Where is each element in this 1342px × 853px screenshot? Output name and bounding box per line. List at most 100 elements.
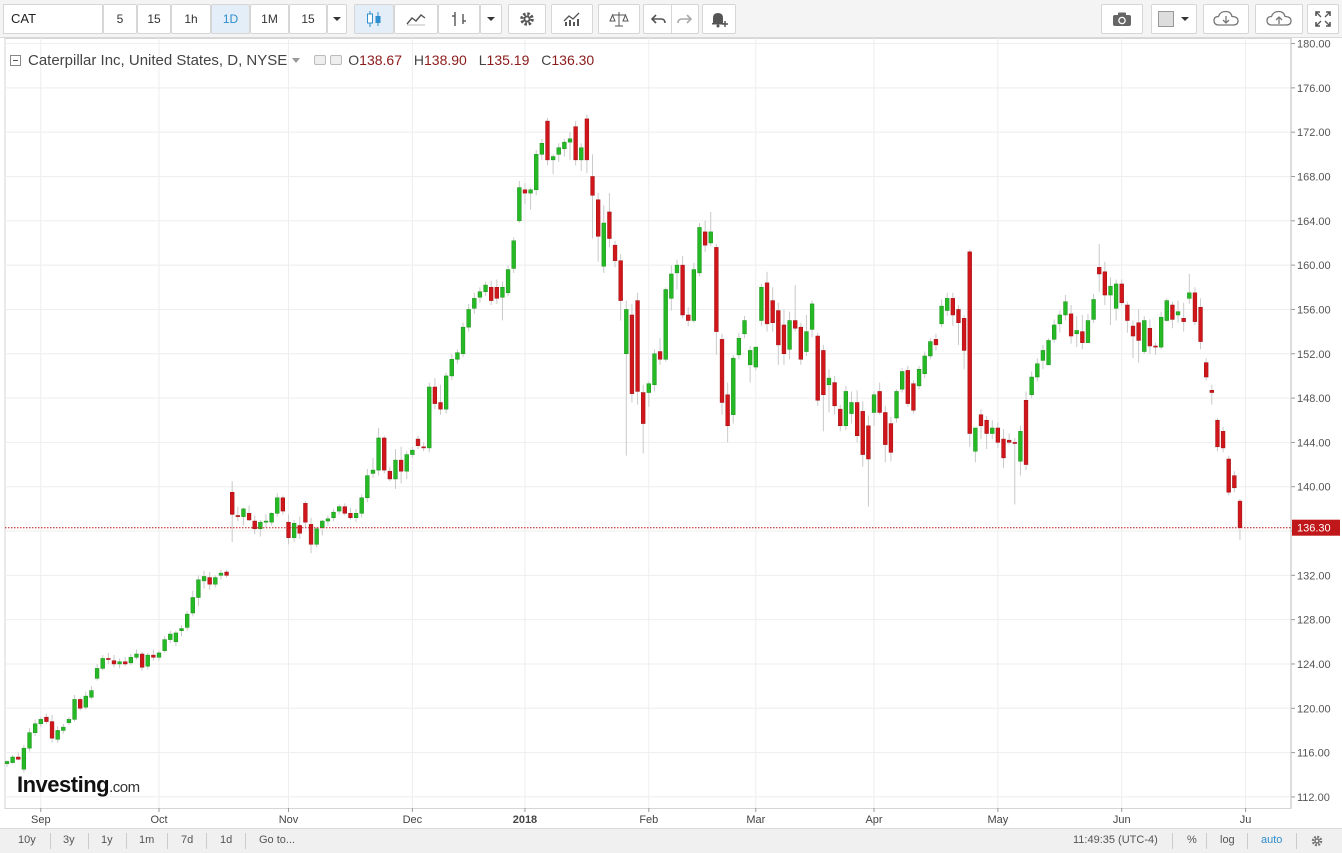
line-chart-button[interactable]	[394, 4, 438, 34]
screenshot-button[interactable]	[1101, 4, 1143, 34]
undo-button[interactable]	[643, 4, 671, 34]
gear-icon[interactable]	[1310, 834, 1324, 848]
candle-body	[72, 699, 77, 720]
log-scale-button[interactable]: log	[1220, 834, 1235, 846]
interval-1h-button[interactable]: 1h	[171, 4, 211, 34]
candle	[854, 390, 860, 443]
candle	[151, 649, 156, 661]
candle-body	[443, 375, 449, 410]
candle	[669, 265, 674, 311]
candle-body	[916, 369, 922, 387]
candlestick-chart[interactable]: 112.00 116.00 120.00 124.00 128.00 132.00 136.…	[0, 38, 1342, 828]
candle	[308, 517, 314, 554]
fullscreen-button[interactable]	[1307, 4, 1339, 34]
save-chart-button[interactable]	[1255, 4, 1303, 34]
range-1y-button[interactable]: 1y	[101, 834, 113, 846]
candle-body	[460, 326, 466, 355]
investing-logo: Investing.com	[17, 772, 140, 798]
interval-dropdown-button[interactable]	[327, 4, 347, 34]
candle-body	[686, 314, 691, 321]
candle	[123, 657, 128, 667]
candle-body	[894, 391, 899, 419]
indicators-button[interactable]	[551, 4, 593, 34]
x-tick-label: Oct	[150, 814, 167, 826]
candle-body	[826, 377, 832, 386]
symbol-input[interactable]: CAT	[3, 4, 103, 34]
interval-1m-button[interactable]: 1M	[250, 4, 289, 34]
visibility-icon[interactable]	[314, 55, 327, 65]
open-label: O	[348, 52, 360, 68]
compare-button[interactable]	[598, 4, 640, 34]
candle-body	[1057, 314, 1062, 325]
range-1d-button[interactable]: 1d	[220, 834, 233, 846]
y-tick-label: 160.00	[1297, 260, 1331, 272]
load-chart-button[interactable]	[1203, 4, 1249, 34]
goto-date-button[interactable]: Go to...	[259, 834, 296, 846]
chart-style-dropdown[interactable]	[480, 4, 502, 34]
candle	[1142, 316, 1147, 354]
candle	[1198, 298, 1203, 350]
candle-body	[66, 719, 72, 723]
color-swatch-icon	[1158, 11, 1174, 27]
candle-body	[500, 287, 505, 298]
candle	[393, 449, 398, 489]
candle	[387, 466, 392, 482]
alert-button[interactable]	[702, 4, 736, 34]
clock-time[interactable]: 11:49:35 (UTC-4)	[1073, 834, 1158, 846]
candle-body	[505, 269, 511, 294]
candle-body	[922, 355, 927, 374]
chart-area[interactable]: 112.00 116.00 120.00 124.00 128.00 132.00 136.…	[0, 38, 1342, 828]
candle	[348, 507, 353, 520]
candle-body	[804, 331, 809, 352]
bar-style-button[interactable]	[438, 4, 480, 34]
legend-dropdown-icon[interactable]	[292, 57, 301, 63]
candle-body	[1170, 304, 1175, 320]
candle-body	[494, 287, 499, 299]
candle-body	[770, 300, 775, 323]
candle	[280, 495, 286, 515]
range-3y-button[interactable]: 3y	[63, 834, 75, 846]
candle-body	[387, 470, 392, 480]
redo-button[interactable]	[671, 4, 699, 34]
interval-5-button[interactable]: 5	[103, 4, 137, 34]
indicators-icon	[563, 12, 580, 26]
candles	[4, 114, 1243, 773]
candle-body	[871, 394, 877, 413]
candle-body	[601, 222, 606, 267]
range-7d-button[interactable]: 7d	[181, 834, 194, 846]
interval-custom-button[interactable]: 15	[289, 4, 327, 34]
candle-body	[1052, 324, 1057, 340]
candles-button[interactable]	[354, 4, 394, 34]
candle	[652, 349, 657, 392]
candle-body	[235, 515, 240, 517]
candle-body	[337, 506, 342, 512]
candle-body	[579, 147, 584, 161]
settings-button[interactable]	[508, 4, 546, 34]
candle-body	[123, 661, 128, 665]
candle-body	[764, 282, 770, 325]
gear-icon	[520, 12, 534, 26]
range-1m-button[interactable]: 1m	[139, 834, 155, 846]
last-price-label: 136.30	[1297, 523, 1331, 535]
separator	[167, 833, 168, 849]
candle-body	[106, 658, 111, 660]
candle-body	[945, 298, 950, 311]
candle-body	[111, 660, 117, 665]
candle	[517, 180, 522, 224]
settings-small-icon[interactable]	[330, 55, 343, 65]
interval-1d-button[interactable]: 1D	[211, 4, 250, 34]
range-10y-button[interactable]: 10y	[18, 834, 36, 846]
collapse-legend-button[interactable]	[10, 54, 21, 66]
candle-body	[393, 459, 398, 480]
candle	[793, 285, 798, 332]
color-button[interactable]	[1151, 4, 1197, 34]
interval-15-button[interactable]: 15	[137, 4, 171, 34]
candle	[421, 442, 426, 452]
candle-body	[89, 690, 94, 698]
candle	[258, 519, 263, 537]
candle	[708, 211, 713, 247]
chevron-down-icon	[333, 17, 341, 21]
candle	[900, 368, 905, 393]
percent-scale-button[interactable]: %	[1187, 834, 1197, 846]
auto-scale-button[interactable]: auto	[1261, 834, 1283, 846]
